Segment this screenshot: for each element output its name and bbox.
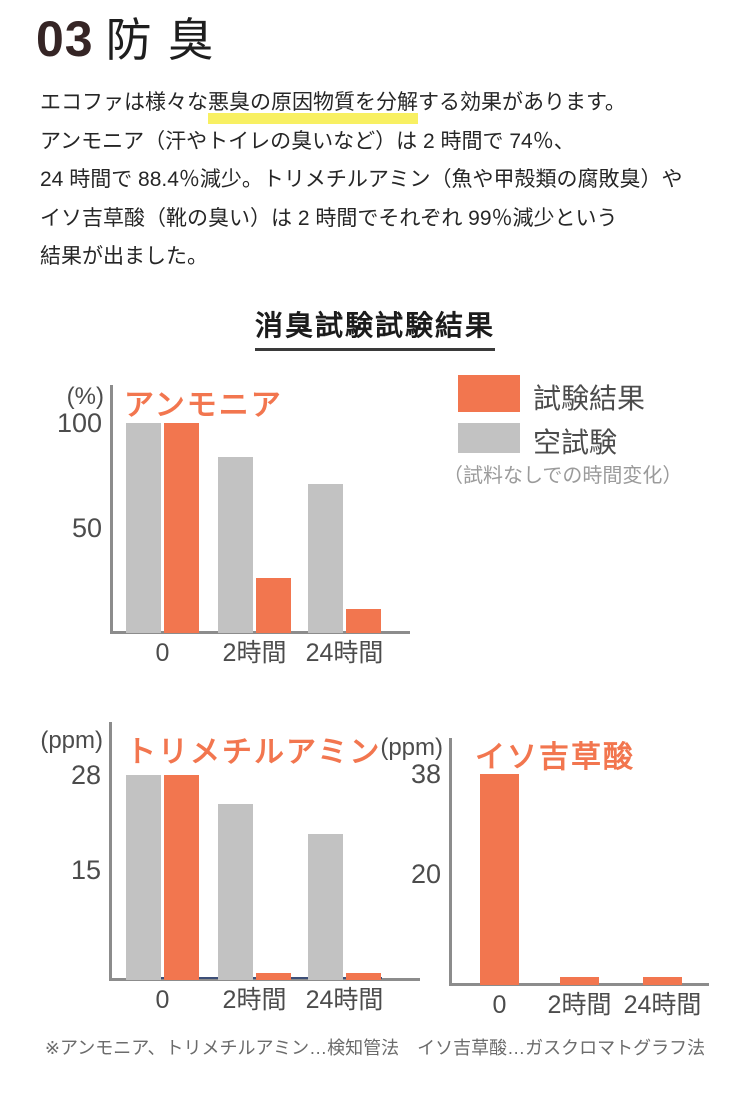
chart-title: イソ吉草酸 xyxy=(475,741,635,774)
chart-ammonia: (%) アンモニア 100 50 0 2時間 24時間 xyxy=(40,375,460,675)
chart-title: トリメチルアミン xyxy=(126,736,382,769)
x-category-label: 0 xyxy=(155,639,170,667)
y-axis-line xyxy=(110,385,113,634)
bar-空試験-0 xyxy=(126,775,161,980)
legend-swatch-test-result xyxy=(458,375,520,412)
intro-line-2: アンモニア（汗やトイレの臭いなど）は 2 時間で 74％、 xyxy=(40,129,575,153)
chart-title: アンモニア xyxy=(124,389,283,422)
chart-isovaleric-acid: (ppm) イソ吉草酸 38 20 0 2時間 24時間 xyxy=(375,715,750,1019)
legend-swatch-blank-test xyxy=(458,423,520,453)
chart-trimethylamine: (ppm) トリメチルアミン 28 15 0 2時間 24時間 xyxy=(20,715,420,1015)
bar-空試験-0 xyxy=(126,423,161,633)
bar-試験結果-0 xyxy=(164,775,199,980)
x-category-label: 2時間 xyxy=(547,991,612,1019)
x-category-label: 2時間 xyxy=(222,986,287,1014)
intro-line-1-post: する効果があります。 xyxy=(418,91,626,114)
intro-line-4: イソ吉草酸（靴の臭い）は 2 時間でそれぞれ 99％減少という xyxy=(40,206,618,230)
section-title: 消臭試験試験結果 xyxy=(254,304,495,351)
y-axis-unit: (%) xyxy=(66,383,104,410)
y-tick-label: 15 xyxy=(70,855,101,886)
bar-空試験-2時間 xyxy=(218,456,253,633)
intro-line-5: 結果が出ました。 xyxy=(40,245,208,269)
page-heading: 03 防臭 xyxy=(36,4,230,70)
bar-試験結果-2時間 xyxy=(256,972,291,980)
bar-空試験-24時間 xyxy=(308,833,343,980)
footnote: ※アンモニア、トリメチルアミン…検知管法 イソ吉草酸…ガスクロマトグラフ法 xyxy=(44,1038,706,1058)
y-tick-label: 28 xyxy=(70,760,101,791)
intro-line-1: エコファは様々な悪臭の原因物質を分解する効果があります。 xyxy=(40,84,740,124)
bar-試験結果-0 xyxy=(480,774,519,985)
x-category-label: 2時間 xyxy=(222,639,287,667)
heading-title: 防臭 xyxy=(105,14,230,66)
y-axis-unit: (ppm) xyxy=(40,727,103,754)
legend: 試験結果 空試験 （試料なしでの時間変化） xyxy=(443,373,743,493)
y-tick-label: 50 xyxy=(71,513,102,543)
y-tick-label: 20 xyxy=(410,859,441,889)
baseline-accent-line xyxy=(126,977,382,979)
intro-paragraph: エコファは様々な悪臭の原因物質を分解する効果があります。 アンモニア（汗やトイレ… xyxy=(40,84,740,277)
bar-試験結果-2時間 xyxy=(560,976,599,985)
x-category-label: 24時間 xyxy=(623,991,702,1019)
x-category-label: 24時間 xyxy=(305,639,384,667)
bar-試験結果-24時間 xyxy=(346,972,381,980)
highlighted-text: 悪臭の原因物質を分解 xyxy=(208,90,418,124)
x-category-label: 24時間 xyxy=(305,986,384,1014)
y-tick-label: 38 xyxy=(410,759,441,790)
x-category-label: 0 xyxy=(155,986,170,1014)
y-tick-label: 100 xyxy=(56,408,102,438)
legend-label-test-result: 試験結果 xyxy=(533,383,646,414)
bar-試験結果-0 xyxy=(164,423,199,633)
bar-試験結果-24時間 xyxy=(346,608,381,633)
intro-line-1-pre: エコファは様々な xyxy=(40,91,208,114)
intro-line-3: 24 時間で 88.4％減少。トリメチルアミン（魚や甲殻類の腐敗臭）や xyxy=(40,168,683,192)
bar-空試験-2時間 xyxy=(218,804,253,980)
x-category-label: 0 xyxy=(492,991,507,1019)
bar-試験結果-2時間 xyxy=(256,578,291,633)
heading-number: 03 xyxy=(36,11,94,67)
bar-空試験-24時間 xyxy=(308,483,343,633)
legend-caption: （試料なしでの時間変化） xyxy=(443,465,683,487)
y-axis-unit: (ppm) xyxy=(380,734,443,761)
bar-試験結果-24時間 xyxy=(643,976,682,985)
legend-label-blank-test: 空試験 xyxy=(533,427,618,458)
y-axis-line xyxy=(449,738,452,986)
section-title-wrap: 消臭試験試験結果 xyxy=(0,304,750,351)
y-axis-line xyxy=(109,722,112,981)
